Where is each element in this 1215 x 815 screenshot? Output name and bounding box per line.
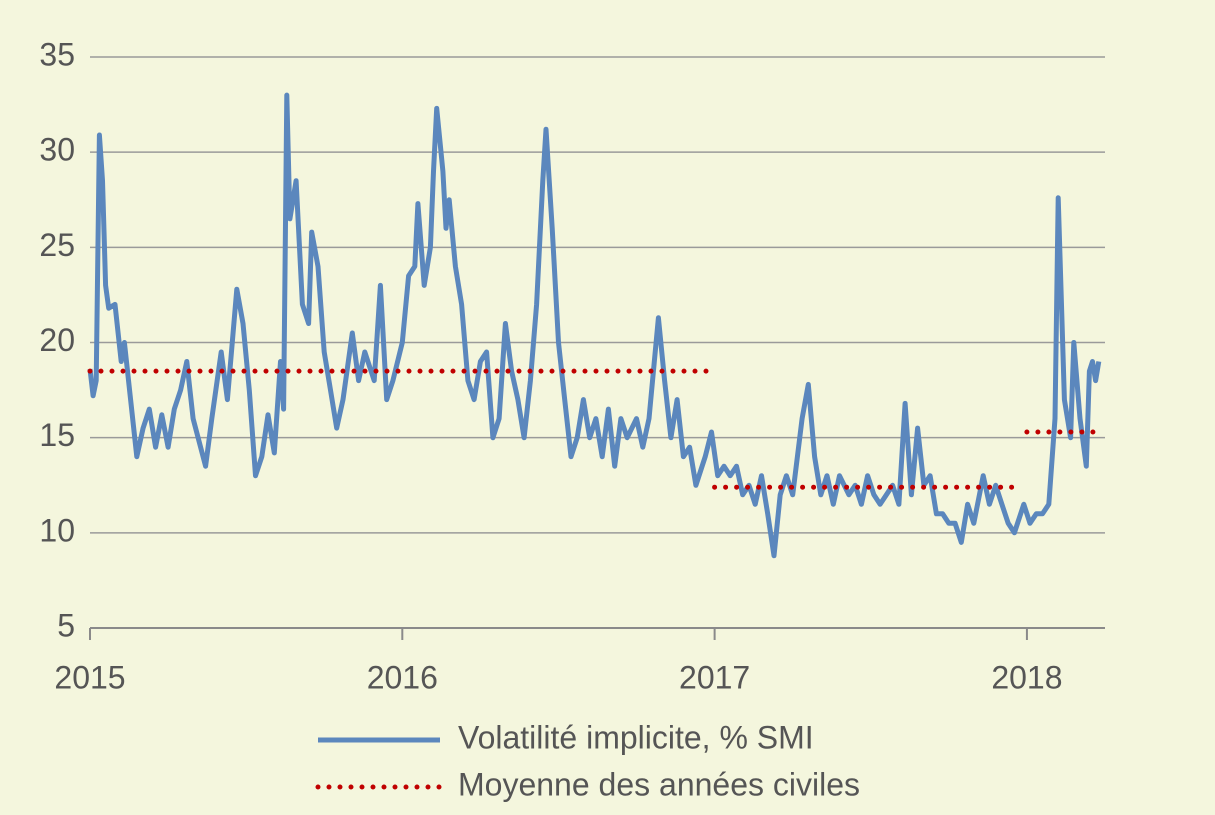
x-tick-label: 2015 (54, 659, 125, 695)
x-tick-label: 2017 (679, 659, 750, 695)
y-tick-label: 25 (39, 227, 75, 263)
y-tick-label: 20 (39, 322, 75, 358)
x-tick-label: 2018 (991, 659, 1062, 695)
legend-label: Moyenne des années civiles (458, 766, 860, 802)
y-tick-label: 15 (39, 417, 75, 453)
y-tick-label: 10 (39, 512, 75, 548)
x-tick-label: 2016 (367, 659, 438, 695)
series-line (87, 92, 1102, 559)
y-tick-label: 5 (57, 607, 75, 643)
series-line (87, 368, 1099, 490)
y-tick-label: 35 (39, 36, 75, 72)
y-tick-label: 30 (39, 132, 75, 168)
legend-label: Volatilité implicite, % SMI (458, 719, 814, 755)
